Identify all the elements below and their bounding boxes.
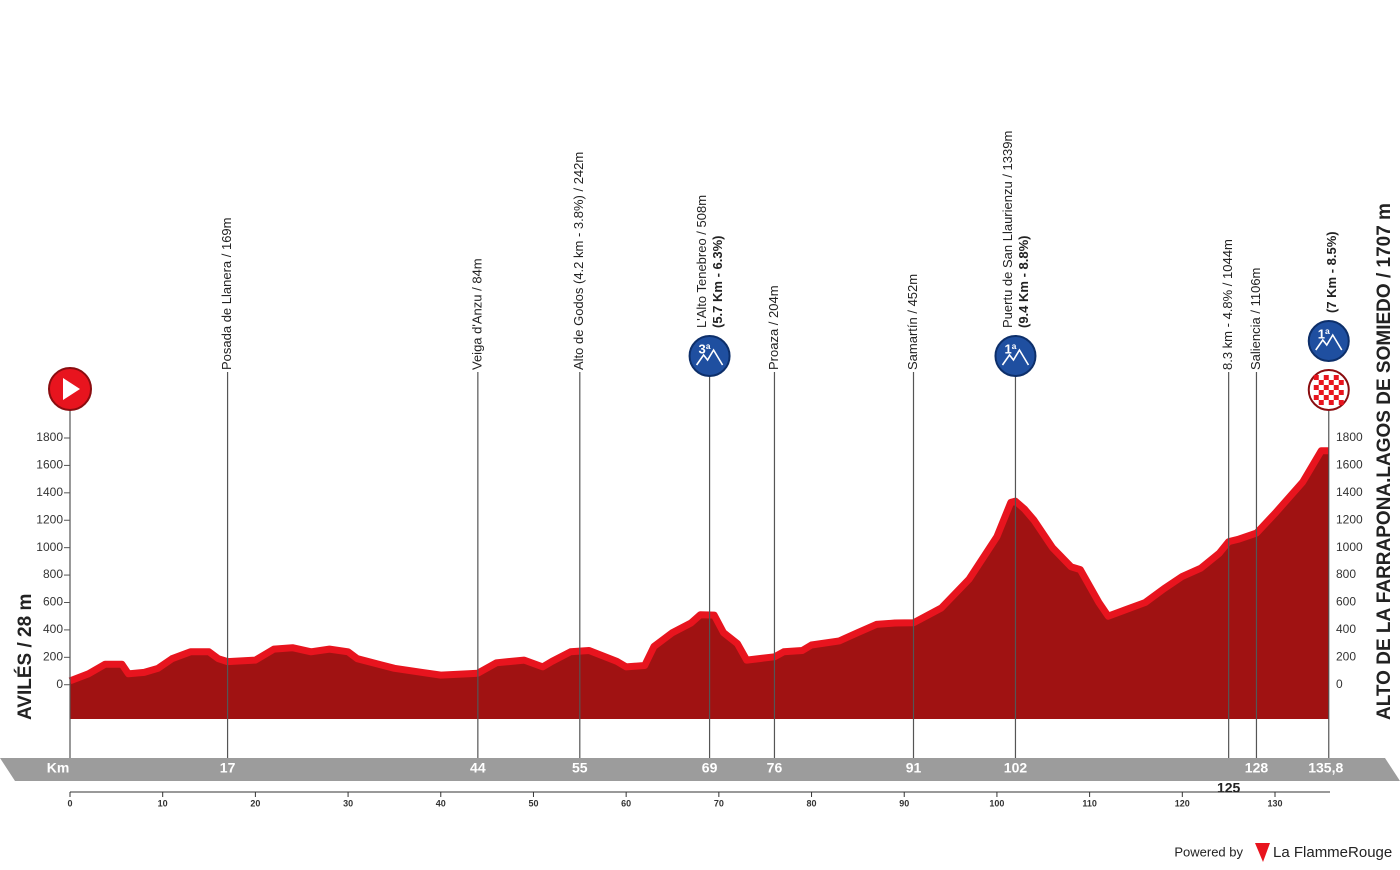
km-label: 91 [906, 760, 922, 776]
waypoint-label: Alto de Godos (4.2 km - 3.8%) / 242m [571, 152, 586, 370]
x-tick-label: 90 [899, 798, 909, 808]
climb-mountain [695, 348, 724, 366]
km-label: 17 [220, 760, 236, 776]
checker-square [1323, 395, 1329, 400]
y-tick-label-right: 400 [1336, 622, 1356, 636]
logo [1255, 843, 1270, 862]
x-tick-label: 110 [1082, 798, 1097, 808]
x-tick-label: 20 [250, 798, 260, 808]
checker-square [1333, 375, 1339, 380]
checker-square [1323, 375, 1329, 380]
x-tick-label: 100 [989, 798, 1004, 808]
y-tick-label-right: 1600 [1336, 458, 1363, 472]
checker-square [1318, 390, 1324, 395]
y-tick-label-right: 800 [1336, 567, 1356, 581]
brand: La FlammeRouge [1273, 844, 1392, 861]
y-tick-label-right: 600 [1336, 595, 1356, 609]
checker-square [1328, 390, 1334, 395]
checker [1313, 375, 1344, 405]
x-tick-label: 30 [343, 798, 353, 808]
start-label: AVILÉS / 28 m [14, 594, 36, 720]
finish-note: (7 Km - 8.5%) [1324, 231, 1339, 313]
y-tick-label: 400 [43, 622, 63, 636]
waypoint-label: Proaza / 204m [766, 285, 781, 370]
finish-label: ALTO DE LA FARRAPONA.LAGOS DE SOMIEDO / … [1374, 203, 1395, 720]
checker-square [1318, 400, 1324, 405]
y-tick-label: 800 [43, 567, 63, 581]
x-tick-label: 50 [528, 798, 538, 808]
checker-square [1338, 380, 1344, 385]
checker-square [1313, 395, 1319, 400]
waypoint-label: 8.3 km - 4.8% / 1044m [1220, 239, 1235, 370]
km-label: 125 [1217, 780, 1241, 796]
checker-square [1338, 390, 1344, 395]
waypoint-label: Veiga d'Anzu / 84m [469, 258, 484, 370]
y-tick-label: 1000 [36, 540, 63, 554]
x-tick-label: 40 [436, 798, 446, 808]
checker-square [1318, 380, 1324, 385]
waypoint-label: Samartín / 452m [905, 274, 920, 370]
x-tick-label: 120 [1175, 798, 1190, 808]
x-tick-label: 60 [621, 798, 631, 808]
y-tick-label-right: 1800 [1336, 430, 1363, 444]
x-tick-label: 10 [158, 798, 168, 808]
start-arrow [63, 378, 80, 400]
km-bar [0, 758, 1400, 781]
climb-category: 1ª [1318, 326, 1330, 341]
y-tick-label-right: 1200 [1336, 512, 1363, 526]
checker-square [1333, 395, 1339, 400]
km-label: 128 [1245, 760, 1269, 776]
powered-by: Powered by [1174, 844, 1243, 859]
checker-square [1333, 385, 1339, 390]
y-tick-label-right: 1000 [1336, 540, 1363, 554]
y-tick-label: 600 [43, 595, 63, 609]
km-axis-label: Km [47, 760, 70, 776]
x-tick-label: 0 [67, 798, 72, 808]
checker-square [1338, 400, 1344, 405]
y-tick-label: 200 [43, 649, 63, 663]
climb-category: 1ª [1004, 341, 1016, 356]
area-fill [70, 450, 1329, 719]
checker-square [1328, 400, 1334, 405]
checker-square [1313, 375, 1319, 380]
y-tick-label: 1200 [36, 512, 63, 526]
climb-mountain [1315, 333, 1343, 351]
x-tick-label: 130 [1267, 798, 1282, 808]
x-tick-label: 70 [714, 798, 724, 808]
waypoint-note: (9.4 Km - 8.8%) [1016, 236, 1031, 328]
y-tick-label-right: 1400 [1336, 485, 1363, 499]
km-label: 135,8 [1308, 760, 1343, 776]
km-label: 76 [767, 760, 783, 776]
profile-line [68, 447, 1329, 685]
climb-mountain [1001, 348, 1030, 366]
checker-square [1323, 385, 1329, 390]
y-tick-label: 1800 [36, 430, 63, 444]
waypoint-label: Saliencia / 1106m [1248, 268, 1263, 370]
climb-category: 3ª [699, 341, 711, 356]
checker-square [1328, 380, 1334, 385]
y-tick-label-right: 0 [1336, 677, 1343, 691]
y-tick-label-right: 200 [1336, 649, 1356, 663]
waypoint-label: Puertu de San Llaurienzu / 1339m [1000, 131, 1015, 328]
y-tick-label: 1400 [36, 485, 63, 499]
waypoint-note: (5.7 Km - 6.3%) [710, 236, 725, 328]
checker-square [1313, 385, 1319, 390]
km-label: 102 [1004, 760, 1028, 776]
y-tick-label: 0 [56, 677, 63, 691]
km-label: 55 [572, 760, 588, 776]
x-tick-label: 80 [807, 798, 817, 808]
km-label: 44 [470, 760, 486, 776]
y-tick-label: 1600 [36, 458, 63, 472]
waypoint-label: Posada de Llanera / 169m [219, 218, 234, 371]
km-label: 69 [702, 760, 718, 776]
waypoint-label: L'Alto Tenebreo / 508m [694, 195, 709, 328]
